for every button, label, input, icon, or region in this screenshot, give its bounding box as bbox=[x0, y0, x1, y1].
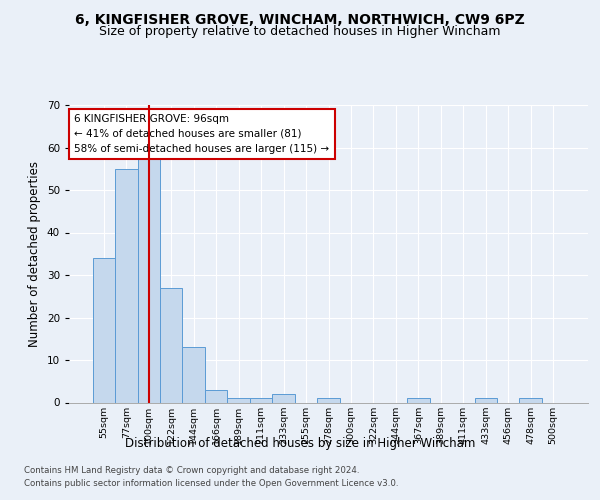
Bar bbox=[317, 398, 340, 402]
Text: 6 KINGFISHER GROVE: 96sqm
← 41% of detached houses are smaller (81)
58% of semi-: 6 KINGFISHER GROVE: 96sqm ← 41% of detac… bbox=[74, 114, 329, 154]
Text: Contains HM Land Registry data © Crown copyright and database right 2024.: Contains HM Land Registry data © Crown c… bbox=[24, 466, 359, 475]
Text: Contains public sector information licensed under the Open Government Licence v3: Contains public sector information licen… bbox=[24, 479, 398, 488]
Bar bbox=[520, 398, 542, 402]
Text: Distribution of detached houses by size in Higher Wincham: Distribution of detached houses by size … bbox=[125, 438, 475, 450]
Y-axis label: Number of detached properties: Number of detached properties bbox=[28, 161, 41, 347]
Bar bbox=[250, 398, 272, 402]
Bar bbox=[92, 258, 115, 402]
Bar bbox=[272, 394, 295, 402]
Bar bbox=[407, 398, 430, 402]
Bar bbox=[475, 398, 497, 402]
Bar bbox=[115, 169, 137, 402]
Bar bbox=[182, 347, 205, 403]
Bar bbox=[227, 398, 250, 402]
Bar bbox=[160, 288, 182, 403]
Bar bbox=[137, 156, 160, 402]
Bar bbox=[205, 390, 227, 402]
Text: 6, KINGFISHER GROVE, WINCHAM, NORTHWICH, CW9 6PZ: 6, KINGFISHER GROVE, WINCHAM, NORTHWICH,… bbox=[75, 12, 525, 26]
Text: Size of property relative to detached houses in Higher Wincham: Size of property relative to detached ho… bbox=[99, 25, 501, 38]
